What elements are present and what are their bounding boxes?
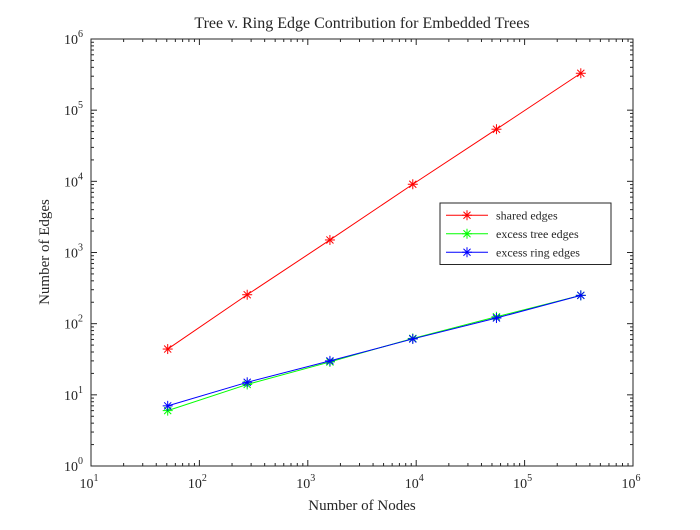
x-tick-label-exponent: 6 bbox=[636, 473, 641, 484]
x-tick-label-base: 10 bbox=[296, 477, 310, 492]
data-point bbox=[491, 124, 502, 135]
legend-entry: shared edges bbox=[446, 208, 558, 222]
y-tick-label-base: 10 bbox=[64, 460, 78, 475]
legend: shared edges excess tree edges excess ring… bbox=[439, 202, 612, 265]
y-tick-label-exponent: 0 bbox=[78, 456, 83, 467]
y-tick-label-exponent: 6 bbox=[78, 29, 83, 40]
data-point bbox=[575, 68, 586, 79]
marker-stroke bbox=[576, 291, 585, 300]
marker-stroke bbox=[463, 211, 471, 220]
y-tick-label-exponent: 3 bbox=[78, 243, 83, 254]
x-tick-label: 104 bbox=[405, 473, 424, 492]
y-tick-label: 101 bbox=[64, 385, 83, 404]
data-point bbox=[242, 377, 253, 388]
legend-entry: excess tree edges bbox=[446, 227, 579, 241]
marker-stroke bbox=[163, 345, 172, 353]
x-tick-label-base: 10 bbox=[622, 477, 636, 492]
legend-label: shared edges bbox=[496, 208, 558, 222]
y-tick-label-exponent: 5 bbox=[78, 100, 83, 111]
x-tick-label: 105 bbox=[513, 473, 532, 492]
legend-marker bbox=[462, 210, 472, 221]
y-tick-label: 100 bbox=[64, 456, 83, 475]
y-tick-label-base: 10 bbox=[64, 175, 78, 190]
x-tick-label-exponent: 5 bbox=[527, 473, 532, 484]
marker-stroke bbox=[408, 180, 417, 189]
legend-label: excess ring edges bbox=[496, 245, 580, 259]
legend-marker bbox=[462, 247, 472, 258]
y-tick-label-base: 10 bbox=[64, 389, 78, 404]
x-tick-label-base: 10 bbox=[80, 477, 94, 492]
series-2 bbox=[162, 290, 586, 411]
y-axis-label: Number of Edges bbox=[37, 199, 53, 305]
marker-stroke bbox=[326, 236, 334, 244]
marker-stroke bbox=[463, 248, 471, 257]
legend-entry: excess ring edges bbox=[446, 245, 580, 259]
series-line bbox=[167, 72, 582, 350]
data-point bbox=[491, 313, 502, 324]
marker-stroke bbox=[163, 401, 172, 410]
plot-frame bbox=[90, 38, 634, 467]
marker-stroke bbox=[492, 314, 501, 322]
legend-marker bbox=[462, 228, 472, 239]
x-tick-label-exponent: 3 bbox=[310, 473, 315, 484]
y-tick-label-exponent: 1 bbox=[78, 385, 83, 396]
y-tick-label: 102 bbox=[64, 314, 83, 333]
data-point bbox=[162, 344, 173, 355]
marker-stroke bbox=[492, 125, 501, 134]
x-tick-label-exponent: 2 bbox=[202, 473, 207, 484]
marker-stroke bbox=[326, 356, 334, 365]
y-tick-label-exponent: 4 bbox=[78, 171, 83, 182]
marker-stroke bbox=[576, 69, 585, 78]
y-tick-label: 106 bbox=[64, 29, 83, 48]
data-point bbox=[407, 179, 418, 190]
y-tick-label-base: 10 bbox=[64, 247, 78, 262]
marker-stroke bbox=[243, 290, 252, 299]
chart-title: Tree v. Ring Edge Contribution for Embed… bbox=[194, 15, 529, 32]
x-tick-label: 103 bbox=[296, 473, 315, 492]
data-point bbox=[162, 400, 173, 411]
data-point bbox=[324, 355, 335, 366]
series-layer bbox=[162, 68, 586, 416]
data-point bbox=[407, 333, 418, 344]
data-point bbox=[575, 290, 586, 301]
marker-stroke bbox=[408, 335, 417, 343]
x-tick-label-base: 10 bbox=[405, 477, 419, 492]
x-tick-label: 106 bbox=[622, 473, 641, 492]
y-tick-label-base: 10 bbox=[64, 104, 78, 119]
x-tick-label-base: 10 bbox=[188, 477, 202, 492]
x-tick-label-exponent: 1 bbox=[94, 473, 99, 484]
series-line bbox=[167, 294, 581, 407]
x-tick-label: 102 bbox=[188, 473, 207, 492]
x-tick-label-base: 10 bbox=[513, 477, 527, 492]
marker-stroke bbox=[243, 378, 252, 387]
y-tick-label: 103 bbox=[64, 243, 83, 262]
legend-label: excess tree edges bbox=[496, 227, 579, 241]
x-tick-label: 101 bbox=[80, 473, 99, 492]
data-point bbox=[242, 289, 253, 300]
y-tick-label-base: 10 bbox=[64, 33, 78, 48]
y-tick-label-exponent: 2 bbox=[78, 314, 83, 325]
y-tick-label: 104 bbox=[64, 171, 83, 190]
x-tick-label-exponent: 4 bbox=[419, 473, 424, 484]
data-point bbox=[324, 234, 335, 245]
y-tick-label-base: 10 bbox=[64, 318, 78, 333]
x-axis-label: Number of Nodes bbox=[308, 498, 416, 514]
marker-stroke bbox=[463, 229, 471, 238]
series-0 bbox=[162, 68, 586, 355]
y-tick-label: 105 bbox=[64, 100, 83, 119]
